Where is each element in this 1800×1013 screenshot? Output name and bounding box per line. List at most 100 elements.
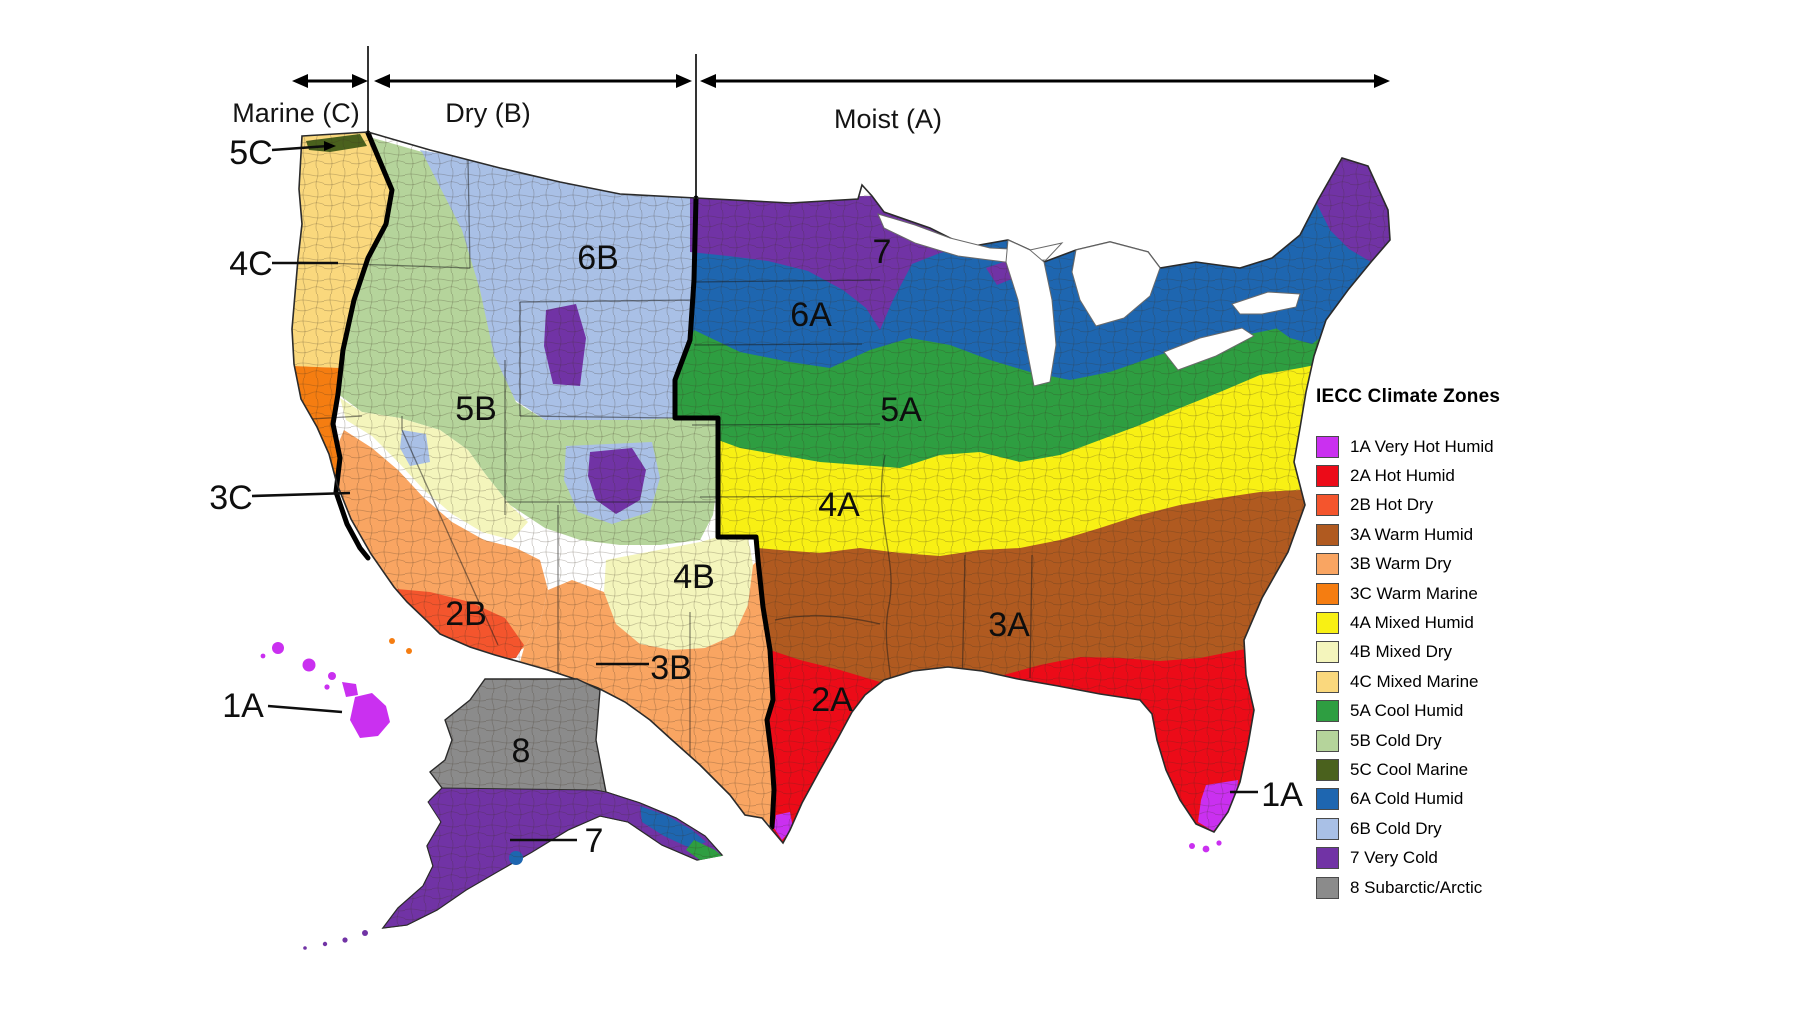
legend-label: 8 Subarctic/Arctic xyxy=(1350,877,1483,897)
label-6b: 6B xyxy=(577,239,619,277)
florida-key-island xyxy=(1202,845,1210,853)
hawaii-island-big-island xyxy=(350,693,390,738)
legend-row-1a: 1A Very Hot Humid xyxy=(1316,432,1556,461)
label-2a: 2A xyxy=(811,681,853,719)
legend-label: 5B Cold Dry xyxy=(1350,730,1442,750)
legend-label: 4B Mixed Dry xyxy=(1350,642,1453,662)
lake-michigan xyxy=(1005,239,1057,387)
channel-island xyxy=(389,638,395,644)
legend-row-2b: 2B Hot Dry xyxy=(1316,491,1556,520)
florida-key-island xyxy=(1189,843,1195,849)
legend-label: 2B Hot Dry xyxy=(1350,495,1434,515)
label-2b: 2B xyxy=(445,595,487,633)
legend-row-6a: 6A Cold Humid xyxy=(1316,785,1556,814)
legend-swatch-3a xyxy=(1316,523,1339,546)
moist-regime-label: Moist (A) xyxy=(834,104,942,134)
label-3a: 3A xyxy=(988,606,1030,644)
marine-dry-boundary-line xyxy=(330,130,395,561)
legend-label: 5A Cool Humid xyxy=(1350,701,1464,721)
legend-label: 4A Mixed Humid xyxy=(1350,613,1474,633)
label-alaska-7: 7 xyxy=(585,822,604,860)
legend-row-5c: 5C Cool Marine xyxy=(1316,755,1556,784)
legend-swatch-4a xyxy=(1316,612,1339,635)
hawaii-island-maui xyxy=(342,682,358,697)
legend-label: 3B Warm Dry xyxy=(1350,554,1452,574)
legend-row-4c: 4C Mixed Marine xyxy=(1316,667,1556,696)
arrowhead-left xyxy=(292,74,308,88)
arrowhead-left xyxy=(700,74,716,88)
legend-swatch-7 xyxy=(1316,847,1339,870)
legend-row-8: 8 Subarctic/Arctic xyxy=(1316,873,1556,902)
hawaii-island-molokai xyxy=(328,672,336,680)
lake-ontario xyxy=(1231,291,1301,315)
aleutian-island xyxy=(303,946,307,950)
label-3b: 3B xyxy=(650,649,692,687)
legend-label: 1A Very Hot Humid xyxy=(1350,436,1494,456)
lake-erie xyxy=(1163,327,1255,371)
moist-dry-boundary-line xyxy=(672,195,777,830)
label-4a: 4A xyxy=(818,486,860,524)
marine-regime-label: Marine (C) xyxy=(232,98,360,128)
leader-5c-arrowhead xyxy=(324,141,336,151)
legend-row-7: 7 Very Cold xyxy=(1316,843,1556,872)
aleutian-island xyxy=(342,937,348,943)
label-5a: 5A xyxy=(880,391,922,429)
legend-swatch-4c xyxy=(1316,670,1339,693)
label-6a: 6A xyxy=(790,296,832,334)
legend: IECC Climate Zones 1A Very Hot Humid 2A … xyxy=(1316,386,1556,902)
legend-label: 2A Hot Humid xyxy=(1350,466,1455,486)
legend-swatch-8 xyxy=(1316,876,1339,899)
great-lakes xyxy=(877,213,1301,387)
label-4b: 4B xyxy=(673,558,715,596)
legend-swatch-6b xyxy=(1316,817,1339,840)
legend-swatch-5a xyxy=(1316,700,1339,723)
leader-hawaii-1a xyxy=(267,704,343,714)
legend-label: 4C Mixed Marine xyxy=(1350,671,1479,691)
legend-label: 3C Warm Marine xyxy=(1350,583,1478,603)
legend-row-4b: 4B Mixed Dry xyxy=(1316,638,1556,667)
legend-swatch-6a xyxy=(1316,788,1339,811)
label-4c: 4C xyxy=(229,245,272,283)
arrowhead-right xyxy=(1374,74,1390,88)
legend-row-2a: 2A Hot Humid xyxy=(1316,461,1556,490)
legend-row-3b: 3B Warm Dry xyxy=(1316,550,1556,579)
label-minnesota-7: 7 xyxy=(873,233,892,271)
arrowhead-left xyxy=(374,74,390,88)
legend-row-5b: 5B Cold Dry xyxy=(1316,726,1556,755)
legend-label: 7 Very Cold xyxy=(1350,848,1438,868)
legend-swatch-3c xyxy=(1316,582,1339,605)
moisture-regime-annotation: Marine (C) Dry (B) Moist (A) xyxy=(232,46,1390,200)
label-hawaii-1a: 1A xyxy=(222,687,264,725)
channel-island xyxy=(406,648,412,654)
arrowhead-right xyxy=(352,74,368,88)
florida-key-island xyxy=(1216,840,1222,846)
lake-huron xyxy=(1071,241,1161,327)
hawaii-island-lanai xyxy=(324,684,330,690)
hawaii-island-oahu xyxy=(302,658,316,672)
legend-label: 3A Warm Humid xyxy=(1350,524,1474,544)
label-5c: 5C xyxy=(229,134,272,172)
label-5b: 5B xyxy=(455,390,497,428)
islands xyxy=(389,638,1222,853)
legend-swatch-1a xyxy=(1316,435,1339,458)
hawaii-island-niihau xyxy=(260,653,266,659)
label-3c: 3C xyxy=(209,479,252,517)
legend-row-6b: 6B Cold Dry xyxy=(1316,814,1556,843)
legend-row-3a: 3A Warm Humid xyxy=(1316,520,1556,549)
alaska xyxy=(303,678,724,950)
legend-swatch-4b xyxy=(1316,641,1339,664)
legend-swatch-5b xyxy=(1316,729,1339,752)
zone-labels: 5C 4C 3C 1A 6B 5B 4B 2B 3B 8 7 7 6A 5A 4… xyxy=(209,134,1303,860)
legend-row-4a: 4A Mixed Humid xyxy=(1316,608,1556,637)
hawaii xyxy=(260,642,390,738)
alaska-county-texture xyxy=(383,679,722,928)
label-florida-1a: 1A xyxy=(1261,776,1303,814)
aleutian-island xyxy=(322,941,328,947)
leader-5c xyxy=(271,144,329,152)
legend-swatch-2b xyxy=(1316,494,1339,517)
legend-label: 6B Cold Dry xyxy=(1350,818,1442,838)
legend-row-3c: 3C Warm Marine xyxy=(1316,579,1556,608)
leader-3c xyxy=(251,491,351,498)
arrowhead-right xyxy=(676,74,692,88)
